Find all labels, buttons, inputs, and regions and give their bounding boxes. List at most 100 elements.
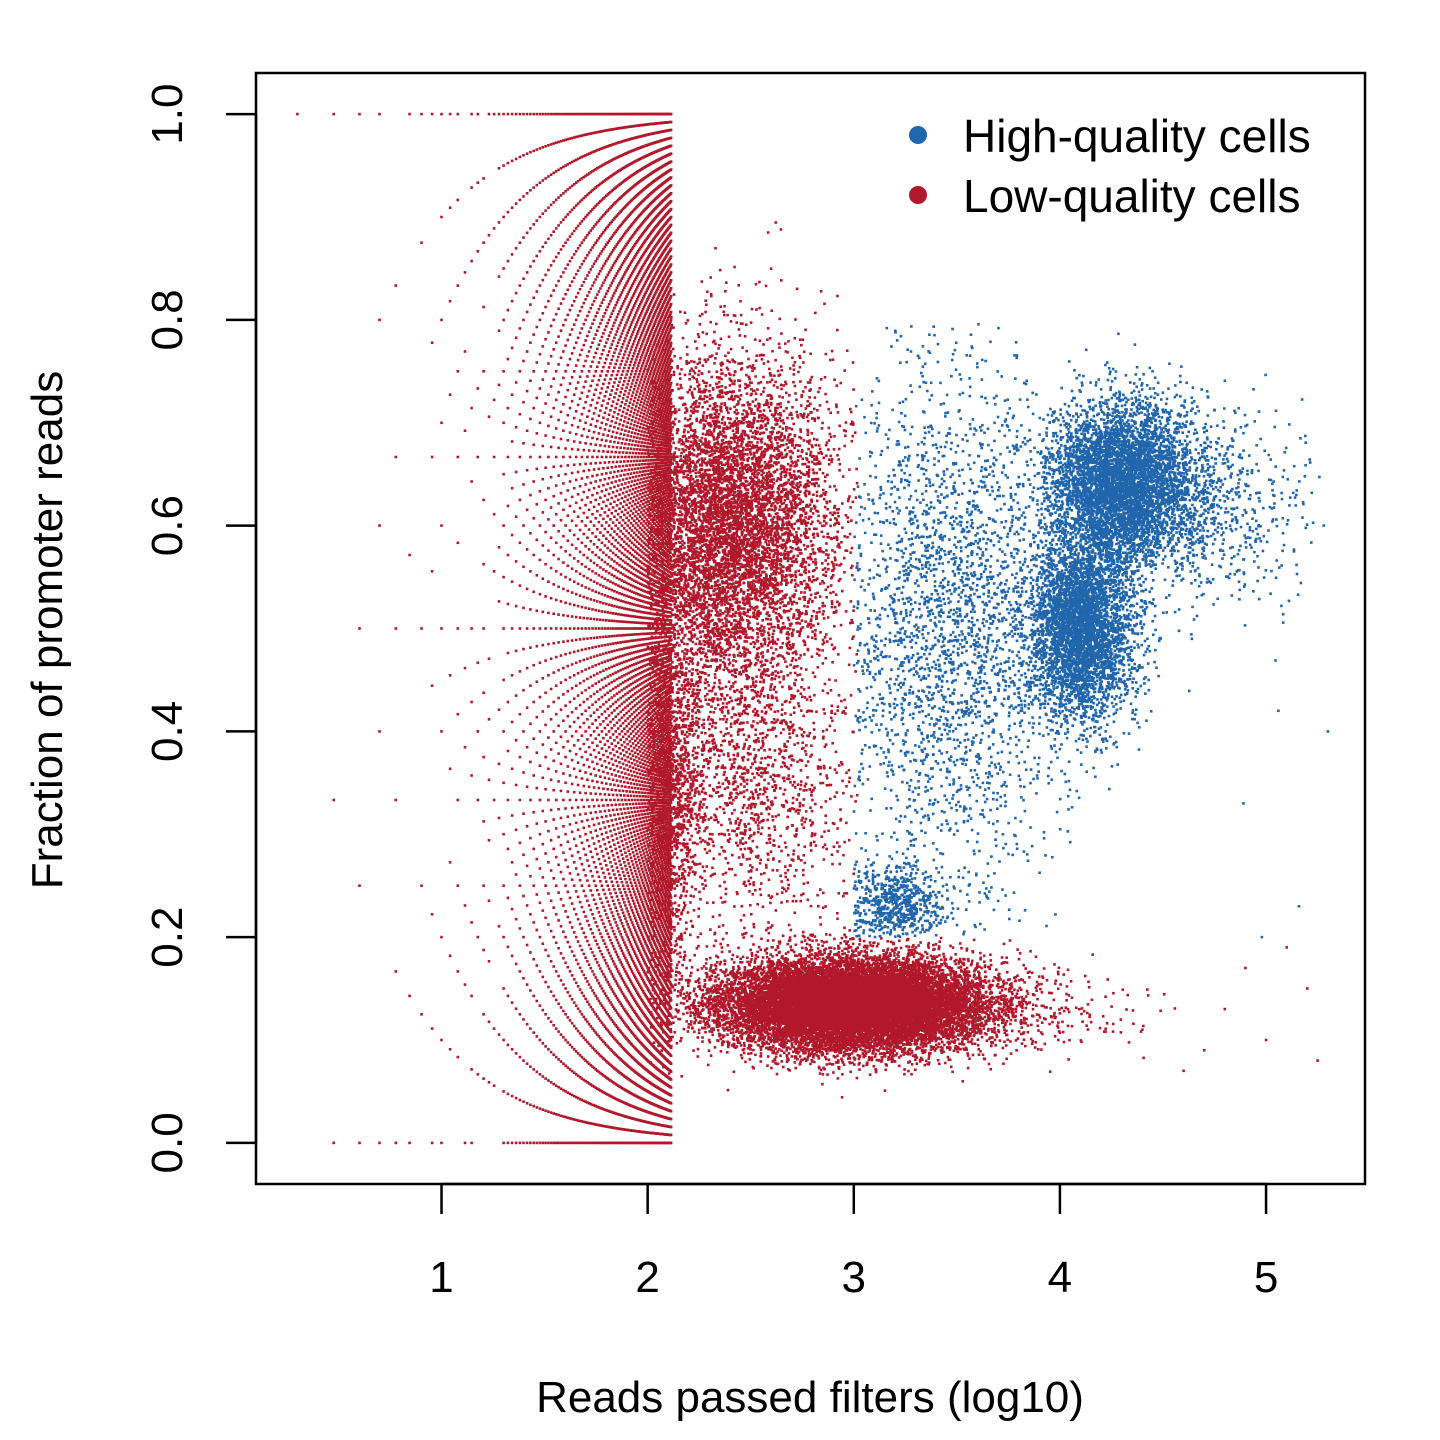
data-point <box>632 476 635 479</box>
data-point <box>575 730 578 733</box>
data-point <box>609 674 612 677</box>
data-point <box>581 563 584 566</box>
data-point <box>539 730 542 733</box>
data-point <box>625 464 628 467</box>
data-point <box>557 697 560 700</box>
data-point <box>629 728 632 731</box>
data-point <box>621 908 624 911</box>
data-point <box>621 812 624 815</box>
data-point <box>591 799 594 802</box>
data-point <box>608 524 611 527</box>
data-point <box>626 910 629 913</box>
data-point <box>573 791 576 794</box>
data-point <box>588 766 591 769</box>
data-point <box>613 307 616 310</box>
data-point <box>618 592 621 595</box>
data-point <box>623 834 626 837</box>
data-point <box>617 813 620 816</box>
data-point <box>594 719 597 722</box>
data-point <box>539 181 542 184</box>
data-point <box>539 422 542 425</box>
data-point <box>608 873 611 876</box>
data-point <box>591 284 594 287</box>
data-point <box>431 570 434 573</box>
data-point <box>550 536 553 539</box>
data-point <box>618 324 621 327</box>
data-point <box>588 1003 591 1006</box>
data-point <box>542 677 545 680</box>
data-point <box>557 891 560 894</box>
data-point <box>609 908 612 911</box>
data-point <box>616 678 619 681</box>
data-point <box>552 730 555 733</box>
data-point <box>611 758 614 761</box>
data-point <box>583 743 586 746</box>
data-point <box>621 675 624 678</box>
data-point <box>596 961 599 964</box>
data-point <box>605 260 608 263</box>
data-point <box>608 983 611 986</box>
data-point <box>579 879 582 882</box>
data-point <box>626 846 629 849</box>
data-point <box>599 898 602 901</box>
data-point <box>616 417 619 420</box>
data-point <box>440 627 443 630</box>
data-point <box>482 306 485 309</box>
data-point <box>601 456 604 459</box>
data-point <box>619 558 622 561</box>
data-point <box>623 781 626 784</box>
data-point <box>515 113 518 116</box>
data-point <box>575 1027 578 1030</box>
data-point <box>515 694 518 697</box>
data-point <box>502 782 505 785</box>
data-point <box>588 706 591 709</box>
data-point <box>567 916 570 919</box>
data-point <box>575 433 578 436</box>
data-point <box>579 463 582 466</box>
data-point <box>634 929 637 932</box>
data-point <box>584 710 587 713</box>
data-point <box>519 970 522 973</box>
data-point <box>577 337 580 340</box>
data-point <box>519 842 522 845</box>
data-point <box>618 437 621 440</box>
data-point <box>634 858 637 861</box>
data-point <box>631 431 634 434</box>
data-point <box>515 739 518 742</box>
data-point <box>616 968 619 971</box>
data-point <box>604 611 607 614</box>
data-point <box>625 855 628 858</box>
data-point <box>631 333 634 336</box>
data-point <box>522 195 525 198</box>
data-point <box>596 925 599 928</box>
data-point <box>618 747 621 750</box>
data-point <box>612 506 615 509</box>
data-point <box>529 875 532 878</box>
data-point <box>626 357 629 360</box>
data-point <box>609 799 612 802</box>
data-point <box>522 977 525 980</box>
data-point <box>522 360 525 363</box>
data-point <box>613 396 616 399</box>
data-point <box>625 530 628 533</box>
data-point <box>557 141 560 144</box>
data-point <box>569 235 572 238</box>
data-point <box>573 323 576 326</box>
data-point <box>586 335 589 338</box>
data-point <box>552 1112 555 1115</box>
data-point <box>596 690 599 693</box>
data-point <box>552 642 555 645</box>
data-point <box>581 799 584 802</box>
data-point <box>598 805 601 808</box>
data-point <box>449 206 452 209</box>
data-point <box>593 599 596 602</box>
data-point <box>482 499 485 502</box>
data-point <box>621 387 624 390</box>
data-point <box>616 663 619 666</box>
data-point <box>618 916 621 919</box>
data-point <box>593 768 596 771</box>
data-point <box>583 512 586 515</box>
data-point <box>550 506 553 509</box>
data-point <box>420 113 423 116</box>
data-point <box>449 955 452 958</box>
